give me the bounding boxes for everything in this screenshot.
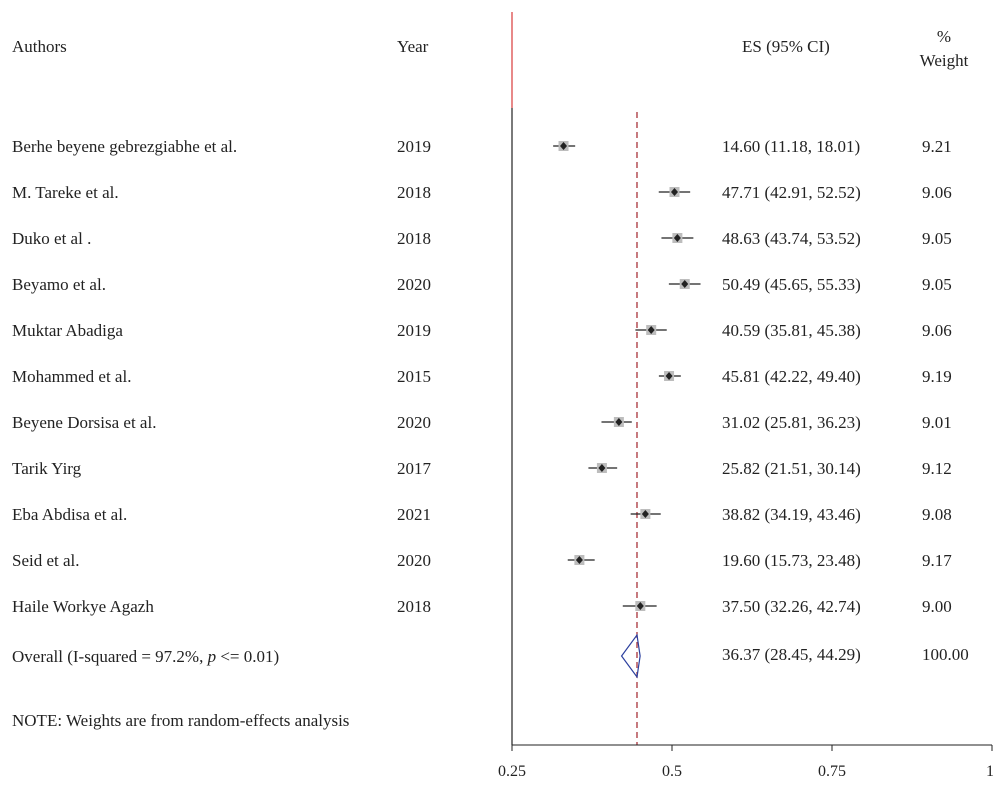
overall-label: Overall (I-squared = 97.2%, p <= 0.01) [12,647,279,666]
study-weight: 9.06 [922,183,952,202]
study-row: Haile Workye Agazh 2018 37.50 (32.26, 42.7… [12,597,952,616]
study-point [641,510,649,518]
footnote: NOTE: Weights are from random-effects an… [12,711,349,730]
study-row: Beyene Dorsisa et al. 2020 31.02 (25.81, 3… [12,413,952,432]
study-ci-text: 45.81 (42.22, 49.40) [722,367,861,386]
study-year: 2017 [397,459,432,478]
study-row: Muktar Abadiga 2019 40.59 (35.81, 45.38) 9.… [12,321,952,340]
study-point [673,234,681,242]
study-author: Mohammed et al. [12,367,131,386]
overall-ci: 36.37 (28.45, 44.29) [722,645,861,664]
study-author: Berhe beyene gebrezgiabhe et al. [12,137,237,156]
study-ci-text: 50.49 (45.65, 55.33) [722,275,861,294]
x-tick-label: 1 [986,763,994,780]
study-weight: 9.21 [922,137,952,156]
header-year: Year [397,37,429,56]
header-weight-percent: % [937,27,951,46]
study-row: Duko et al . 2018 48.63 (43.74, 53.52) 9.05 [12,229,952,248]
study-point [575,556,583,564]
overall-weight: 100.00 [922,645,969,664]
study-ci-text: 38.82 (34.19, 43.46) [722,505,861,524]
x-tick-label: 0.5 [662,763,682,780]
study-year: 2019 [397,137,431,156]
study-year: 2020 [397,551,431,570]
study-author: Haile Workye Agazh [12,597,154,616]
header-es: ES (95% CI) [742,37,830,56]
overall-diamond [620,633,641,679]
study-ci-text: 48.63 (43.74, 53.52) [722,229,861,248]
study-row: Mohammed et al. 2015 45.81 (42.22, 49.40) 9… [12,367,952,386]
study-author: Beyene Dorsisa et al. [12,413,156,432]
study-weight: 9.05 [922,229,952,248]
study-weight: 9.01 [922,413,952,432]
study-weight: 9.08 [922,505,952,524]
study-year: 2020 [397,275,431,294]
study-point [665,372,673,380]
study-point [647,326,655,334]
study-ci-text: 25.82 (21.51, 30.14) [722,459,861,478]
study-rows: Berhe beyene gebrezgiabhe et al. 2019 14.6… [12,137,952,616]
study-ci-text: 31.02 (25.81, 36.23) [722,413,861,432]
study-row: Beyamo et al. 2020 50.49 (45.65, 55.33) 9.0… [12,275,952,294]
x-ticks: 0.25 0.5 0.75 1 [498,745,994,780]
study-point [560,142,568,150]
study-author: Muktar Abadiga [12,321,123,340]
study-year: 2020 [397,413,431,432]
header-authors: Authors [12,37,67,56]
study-weight: 9.05 [922,275,952,294]
study-ci-text: 19.60 (15.73, 23.48) [722,551,861,570]
study-year: 2018 [397,229,431,248]
study-author: Duko et al . [12,229,91,248]
study-year: 2018 [397,597,431,616]
study-row: Berhe beyene gebrezgiabhe et al. 2019 14.6… [12,137,952,156]
study-point [636,602,644,610]
study-row: Tarik Yirg 2017 25.82 (21.51, 30.14) 9.12 [12,459,952,478]
study-author: M. Tareke et al. [12,183,119,202]
study-row: M. Tareke et al. 2018 47.71 (42.91, 52.52)… [12,183,952,202]
study-ci-text: 14.60 (11.18, 18.01) [722,137,860,156]
x-tick-label: 0.25 [498,763,526,780]
study-point [615,418,623,426]
study-author: Beyamo et al. [12,275,106,294]
study-row: Eba Abdisa et al. 2021 38.82 (34.19, 43.46… [12,505,952,524]
study-point [681,280,689,288]
study-author: Eba Abdisa et al. [12,505,127,524]
study-weight: 9.17 [922,551,952,570]
study-author: Tarik Yirg [12,459,82,478]
header-weight-label: Weight [920,51,969,70]
study-year: 2019 [397,321,431,340]
study-weight: 9.06 [922,321,952,340]
study-weight: 9.19 [922,367,952,386]
study-ci-text: 47.71 (42.91, 52.52) [722,183,861,202]
study-ci-text: 37.50 (32.26, 42.74) [722,597,861,616]
study-point [598,464,606,472]
study-year: 2015 [397,367,431,386]
study-year: 2021 [397,505,431,524]
study-weight: 9.00 [922,597,952,616]
study-year: 2018 [397,183,431,202]
study-ci-text: 40.59 (35.81, 45.38) [722,321,861,340]
study-weight: 9.12 [922,459,952,478]
study-point [670,188,678,196]
x-tick-label: 0.75 [818,763,846,780]
study-author: Seid et al. [12,551,80,570]
study-row: Seid et al. 2020 19.60 (15.73, 23.48) 9.17 [12,551,952,570]
